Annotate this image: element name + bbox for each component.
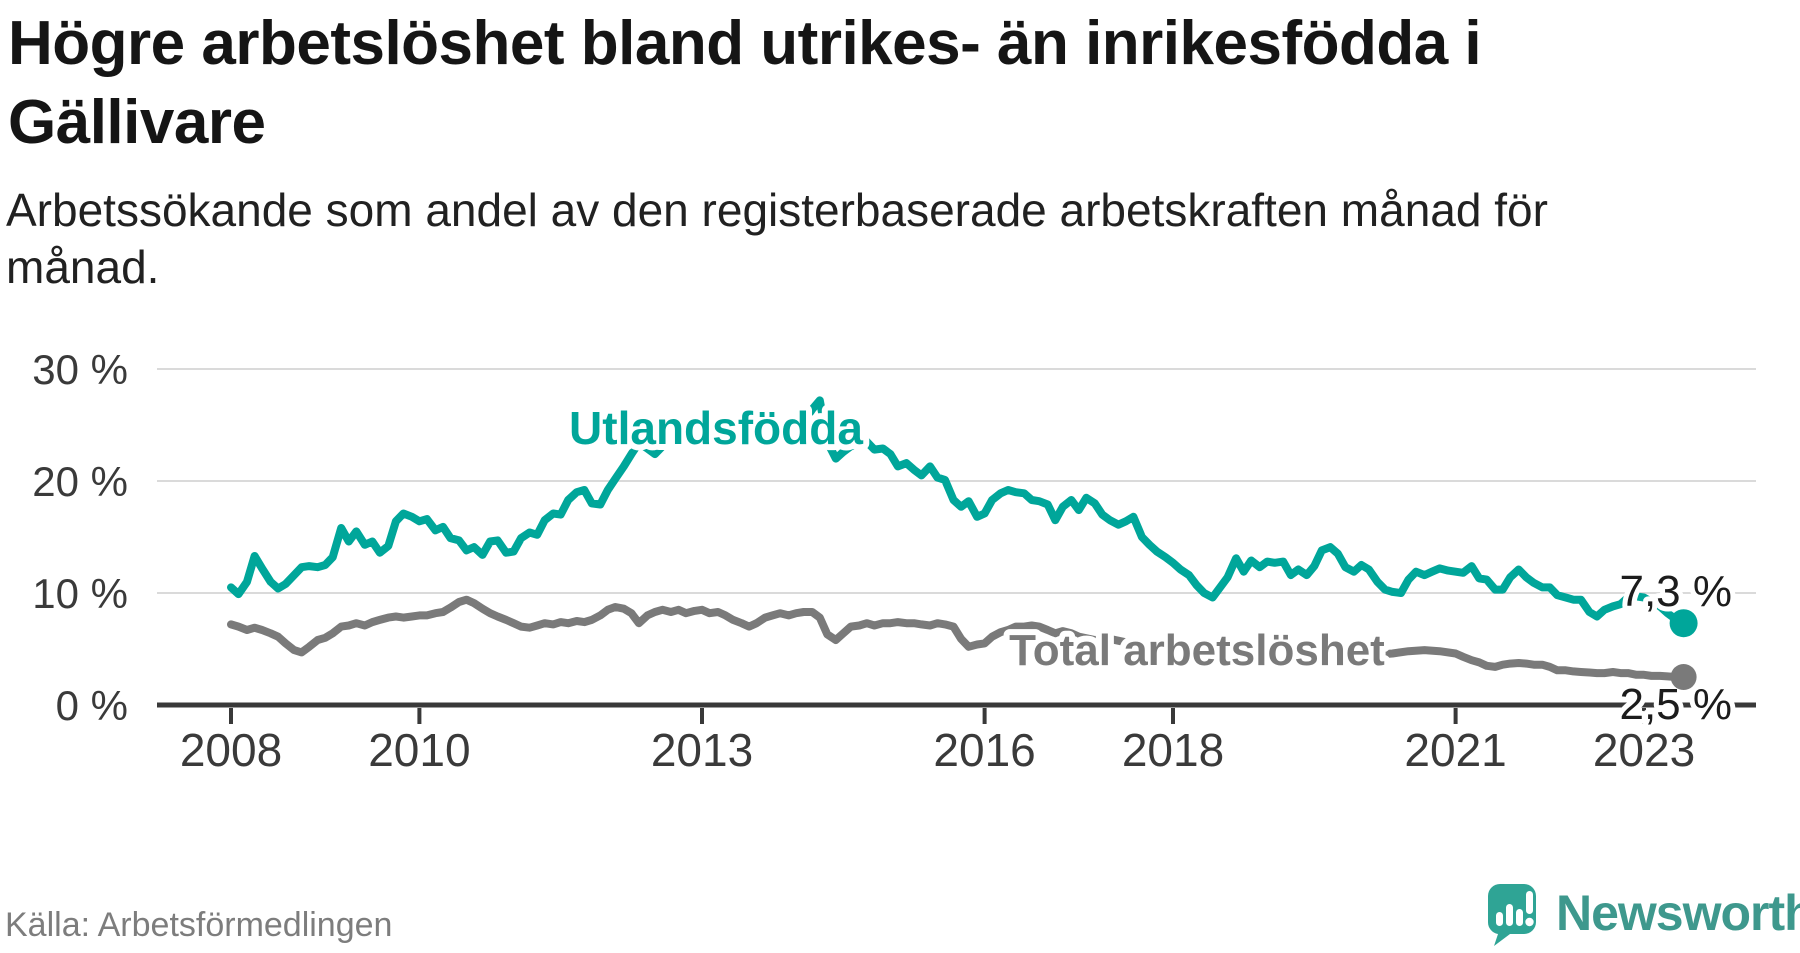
series-label-utlandsfodda: Utlandsfödda (569, 402, 863, 454)
x-tick-label-2021: 2021 (1404, 724, 1506, 776)
y-tick-label-0: 0 % (56, 682, 128, 729)
x-axis (157, 702, 1756, 724)
page-title: Högre arbetslöshet bland utrikes- än inr… (8, 9, 1482, 157)
series-line-total (227, 595, 1688, 681)
end-value-label-utlandsfodda: 7,3 % (1619, 567, 1732, 616)
newsworthy-bar-chart-bubble-icon (1487, 884, 1536, 946)
source-note: Källa: Arbetsförmedlingen (5, 906, 393, 944)
page-subtitle: Arbetssökande som andel av den registerb… (6, 184, 1548, 293)
x-tick-label-2008: 2008 (180, 724, 282, 776)
end-value-label-total: 2,5 % (1619, 680, 1732, 729)
axis-tick-labels: 0 % 10 % 20 % 30 % 2008 2010 2013 2016 2018 2021 2… (32, 346, 1695, 776)
newsworthy-logo: Newsworthy (1484, 882, 1800, 953)
end-dot-utlandsfodda (1669, 609, 1698, 638)
gridlines (157, 368, 1756, 594)
series-end-dots (1669, 609, 1698, 690)
x-tick-label-2016: 2016 (933, 724, 1035, 776)
y-tick-label-20: 20 % (32, 458, 128, 505)
series-lines (227, 396, 1688, 681)
x-tick-label-2018: 2018 (1122, 724, 1224, 776)
newsworthy-logo-text: Newsworthy (1556, 885, 1800, 941)
x-tick-label-2023: 2023 (1593, 724, 1695, 776)
x-tick-label-2010: 2010 (368, 724, 470, 776)
series-label-total: Total arbetslöshet (1009, 626, 1385, 675)
x-tick-label-2013: 2013 (651, 724, 753, 776)
series-line-utlandsfodda (227, 396, 1688, 628)
y-tick-label-30: 30 % (32, 346, 128, 393)
end-dot-total (1670, 664, 1697, 690)
y-tick-label-10: 10 % (32, 570, 128, 617)
